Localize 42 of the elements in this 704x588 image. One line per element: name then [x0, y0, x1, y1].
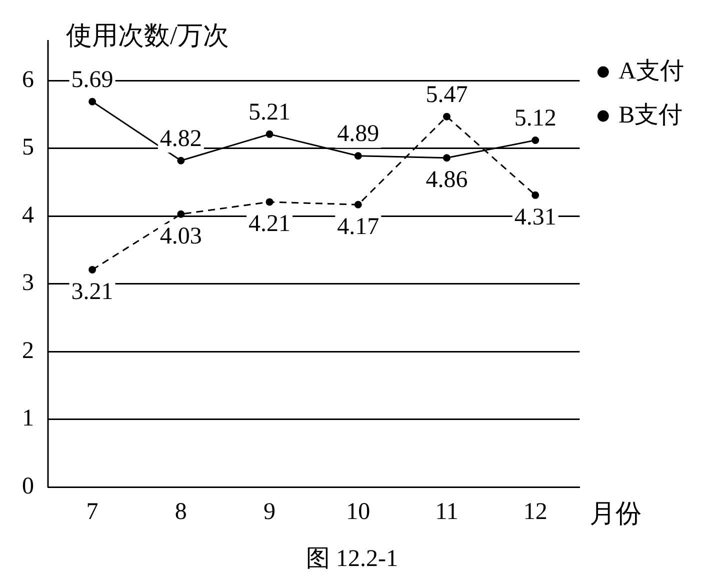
- point: [266, 130, 274, 138]
- data-label: 4.82: [160, 126, 202, 152]
- y-tick-label: 2: [22, 338, 34, 364]
- data-label: 5.21: [248, 99, 291, 126]
- x-tick-label: 12: [523, 498, 548, 525]
- data-label: 4.86: [426, 167, 468, 194]
- y-axis-title: 使用次数/万次: [66, 20, 230, 50]
- y-tick-label: 1: [22, 406, 34, 432]
- x-tick-label: 11: [435, 498, 458, 525]
- y-tick-label: 6: [22, 66, 34, 93]
- data-label: 4.89: [337, 121, 380, 148]
- point: [354, 200, 362, 208]
- legend-label: A支付: [618, 58, 684, 84]
- x-tick-label: 9: [264, 498, 276, 525]
- data-label: 4.21: [248, 211, 291, 238]
- x-tick-label: 10: [346, 498, 370, 525]
- data-label: 4.17: [337, 214, 380, 240]
- point: [443, 154, 450, 162]
- data-label: 4.31: [514, 204, 556, 230]
- legend-label: B支付: [618, 102, 683, 128]
- y-tick-label: 4: [22, 202, 34, 228]
- x-tick-label: 8: [174, 498, 187, 525]
- point: [532, 136, 540, 144]
- data-label: 3.21: [71, 278, 114, 305]
- x-axis-title: 月份: [590, 499, 642, 528]
- data-label: 5.12: [514, 106, 556, 132]
- point: [532, 191, 540, 199]
- point: [266, 198, 274, 206]
- caption: 图 12.2-1: [305, 545, 399, 574]
- y-tick-label: 0: [22, 473, 34, 500]
- data-label: 4.03: [160, 223, 202, 250]
- point: [354, 152, 362, 160]
- data-label: 5.69: [71, 66, 114, 93]
- point: [443, 112, 450, 120]
- y-tick-label: 5: [22, 134, 34, 161]
- x-tick-label: 7: [86, 498, 98, 525]
- point: [177, 210, 185, 218]
- point: [88, 98, 96, 106]
- point: [88, 266, 96, 274]
- data-label: 5.47: [426, 82, 468, 108]
- y-tick-label: 3: [22, 270, 34, 296]
- point: [177, 156, 185, 164]
